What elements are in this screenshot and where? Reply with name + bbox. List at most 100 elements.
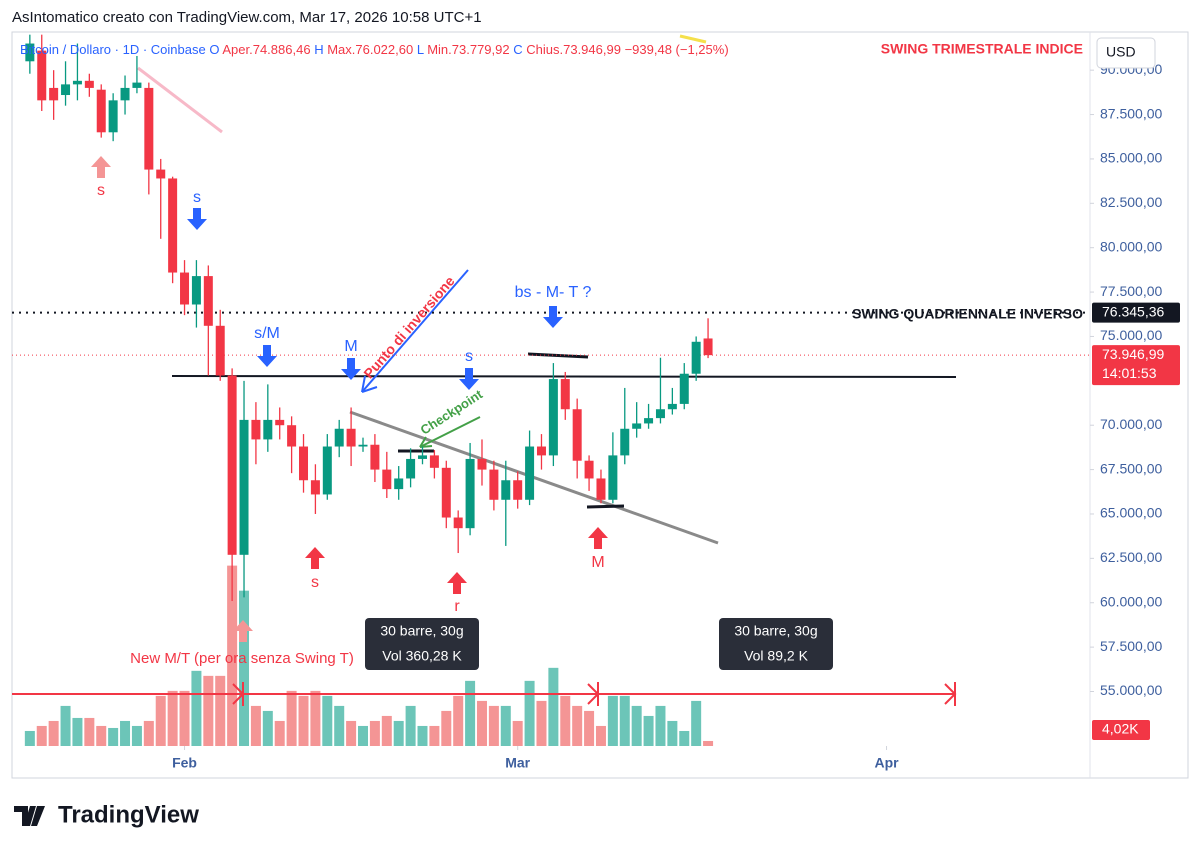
volume-bar xyxy=(250,705,261,746)
candle-body xyxy=(180,272,190,305)
volume-bar xyxy=(572,705,583,746)
candle-body xyxy=(608,455,618,500)
candle-body xyxy=(620,428,630,456)
info-box xyxy=(719,618,833,670)
currency[interactable]: USD xyxy=(1106,44,1136,60)
signal-arrow xyxy=(341,358,361,380)
trend-line xyxy=(679,34,707,44)
candle-body xyxy=(25,43,35,62)
candle-body xyxy=(358,444,368,447)
annotation: M xyxy=(344,338,357,355)
x-tick-label: Apr xyxy=(874,755,899,771)
volume-bar xyxy=(465,680,476,746)
signal-arrow xyxy=(91,156,111,178)
candle-body xyxy=(37,50,47,101)
candle-body xyxy=(525,446,535,500)
volume-bar xyxy=(358,725,369,746)
candle-body xyxy=(441,467,451,518)
volume-bar xyxy=(298,695,309,746)
annotation: M xyxy=(591,554,604,571)
volume-bar xyxy=(274,720,285,746)
volume-bar xyxy=(679,730,690,746)
candle-body xyxy=(584,460,594,479)
annotation: s xyxy=(97,182,105,199)
arrow-line xyxy=(419,416,481,448)
candle-body xyxy=(191,276,201,305)
volume-bar xyxy=(167,690,178,746)
candle-body xyxy=(406,458,416,479)
attribution: AsIntomatico creato con TradingView.com,… xyxy=(12,9,482,26)
volume-bar xyxy=(215,675,226,746)
countdown: 14:01:53 xyxy=(1102,365,1157,381)
annotation: s xyxy=(465,348,473,365)
candle-body xyxy=(477,458,487,470)
volume-bar xyxy=(203,675,214,746)
legend-item: O xyxy=(209,42,219,57)
signal-arrow xyxy=(447,572,467,594)
annotation: s/M xyxy=(254,325,280,342)
range-arrows xyxy=(232,682,957,706)
candle-body xyxy=(644,418,654,424)
chart-frame xyxy=(11,31,1189,779)
volume-bar xyxy=(488,705,499,746)
info-text: 30 barre, 30g xyxy=(380,623,463,639)
legend-item: Aper.74.886,46 xyxy=(222,42,310,57)
volume-bar xyxy=(72,717,83,746)
volume-bar xyxy=(405,705,416,746)
signal-arrow xyxy=(543,306,563,328)
volume-bar xyxy=(381,715,392,746)
volume-bar xyxy=(429,725,440,746)
candle-body xyxy=(655,409,665,419)
volume-bar xyxy=(476,700,487,746)
candle-body xyxy=(49,87,59,101)
volume-bar xyxy=(441,710,452,746)
volume-bar xyxy=(191,670,202,746)
legend-item: H xyxy=(314,42,323,57)
legend-item: L xyxy=(417,42,424,57)
volume-bar xyxy=(703,740,714,746)
currency-button[interactable] xyxy=(1096,37,1156,69)
volume-bar xyxy=(667,720,678,746)
level-line xyxy=(171,375,957,378)
candle-body xyxy=(275,419,285,426)
volume-bar xyxy=(48,720,59,746)
volume-bar xyxy=(595,725,606,746)
volume-bar xyxy=(131,725,142,746)
candle-body xyxy=(108,100,118,133)
candle-body xyxy=(120,87,130,101)
volume-bar xyxy=(536,700,547,746)
candle-body xyxy=(299,446,309,481)
volume-bar xyxy=(322,695,333,746)
y-tick-label: 87.500,00 xyxy=(1100,105,1162,121)
volume-bar xyxy=(179,690,190,746)
signal-arrow xyxy=(305,547,325,569)
y-tick-label: 82.500,00 xyxy=(1100,194,1162,210)
volume-bar xyxy=(619,695,630,746)
annotation: r xyxy=(454,598,460,615)
arrow-line xyxy=(361,269,469,393)
legend-item: Max.76.022,60 xyxy=(327,42,413,57)
volume-bar xyxy=(239,590,250,746)
candle-body xyxy=(548,379,558,456)
candle-body xyxy=(287,425,297,447)
signal-arrow xyxy=(459,368,479,390)
legend-item: C xyxy=(513,42,522,57)
candle-body xyxy=(132,82,142,88)
x-tick-label: Mar xyxy=(505,755,530,771)
candle-body xyxy=(453,517,463,529)
x-tick-label: Feb xyxy=(172,755,197,771)
trend-line xyxy=(137,66,223,134)
candle-body xyxy=(251,419,261,440)
volume-bar xyxy=(643,715,654,746)
info-text: Vol 360,28 K xyxy=(382,648,462,664)
candle-body xyxy=(691,341,701,374)
candle-body xyxy=(501,480,511,500)
candle-body xyxy=(144,87,154,170)
volume-bar xyxy=(36,725,47,746)
price-label: 73.946,99 xyxy=(1102,346,1164,362)
candle-body xyxy=(203,276,213,326)
y-tick-label: 62.500,00 xyxy=(1100,549,1162,565)
volume-bar xyxy=(60,705,71,746)
volume-label: 4,02K xyxy=(1102,721,1139,737)
candle-body xyxy=(429,455,439,468)
